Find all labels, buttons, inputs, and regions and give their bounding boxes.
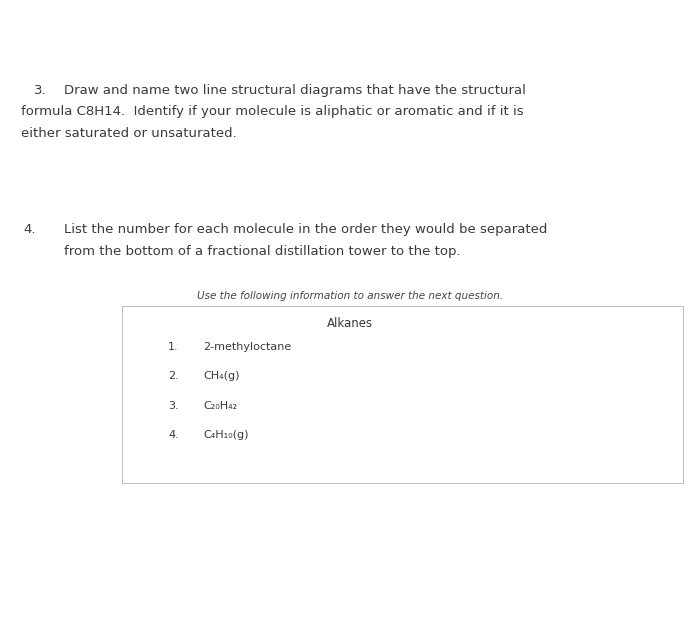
Text: 4.: 4.	[24, 223, 36, 236]
Text: Draw and name two line structural diagrams that have the structural: Draw and name two line structural diagra…	[64, 84, 526, 97]
Text: either saturated or unsaturated.: either saturated or unsaturated.	[21, 127, 237, 140]
Text: 2-methyloctane: 2-methyloctane	[203, 342, 291, 352]
Text: 3.: 3.	[168, 401, 178, 411]
Text: Use the following information to answer the next question.: Use the following information to answer …	[197, 291, 503, 301]
Text: from the bottom of a fractional distillation tower to the top.: from the bottom of a fractional distilla…	[64, 245, 461, 258]
Text: 2.: 2.	[168, 371, 178, 381]
Text: List the number for each molecule in the order they would be separated: List the number for each molecule in the…	[64, 223, 548, 236]
Text: C₄H₁₀(g): C₄H₁₀(g)	[203, 430, 248, 440]
Text: Alkanes: Alkanes	[327, 317, 373, 330]
FancyBboxPatch shape	[122, 306, 682, 483]
Text: 1.: 1.	[168, 342, 178, 352]
Text: formula C8H14.  Identify if your molecule is aliphatic or aromatic and if it is: formula C8H14. Identify if your molecule…	[21, 105, 524, 118]
Text: C₂₀H₄₂: C₂₀H₄₂	[203, 401, 237, 411]
Text: CH₄(g): CH₄(g)	[203, 371, 239, 381]
Text: 4.: 4.	[168, 430, 178, 440]
Text: 3.: 3.	[34, 84, 46, 97]
